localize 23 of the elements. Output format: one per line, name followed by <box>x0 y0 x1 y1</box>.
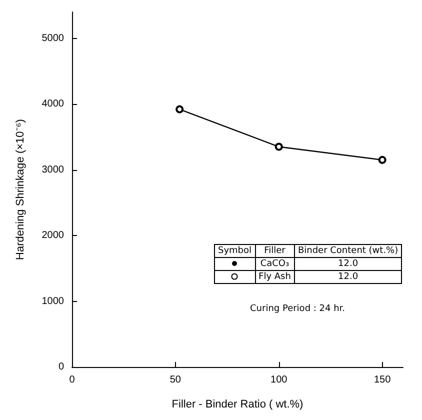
y-axis-title: Hardening Shrinkage (×10⁻⁶) <box>14 119 26 260</box>
annotation: Binder Content (wt.%) <box>294 244 402 258</box>
x-axis-title: Filler - Binder Ratio ( wt.%) <box>172 398 304 410</box>
annotation: 12.0 <box>294 270 402 284</box>
annotation: Symbol <box>214 244 256 258</box>
y-tick-label: 4000 <box>42 98 64 110</box>
y-tick-label: 2000 <box>42 230 64 242</box>
point <box>176 105 184 114</box>
point <box>274 142 283 151</box>
x-tick-label: 0 <box>69 374 76 386</box>
annotation: CaCO₃ <box>255 258 294 270</box>
annotation: Filler <box>255 244 294 258</box>
annotation: Curing Period : 24 hr. <box>250 304 346 314</box>
y-tick-label: 0 <box>58 362 64 372</box>
x-tick-label: 150 <box>374 374 392 386</box>
legend-label: Fly Ash <box>255 270 294 284</box>
x-tick-label: 100 <box>270 374 288 386</box>
x-tick-label: 50 <box>170 374 182 386</box>
point <box>378 156 386 164</box>
y-tick-label: 1000 <box>42 296 64 307</box>
y-tick-label: 5000 <box>42 32 64 44</box>
y-tick-label: 3000 <box>42 164 64 176</box>
annotation: 12.0 <box>294 258 402 270</box>
